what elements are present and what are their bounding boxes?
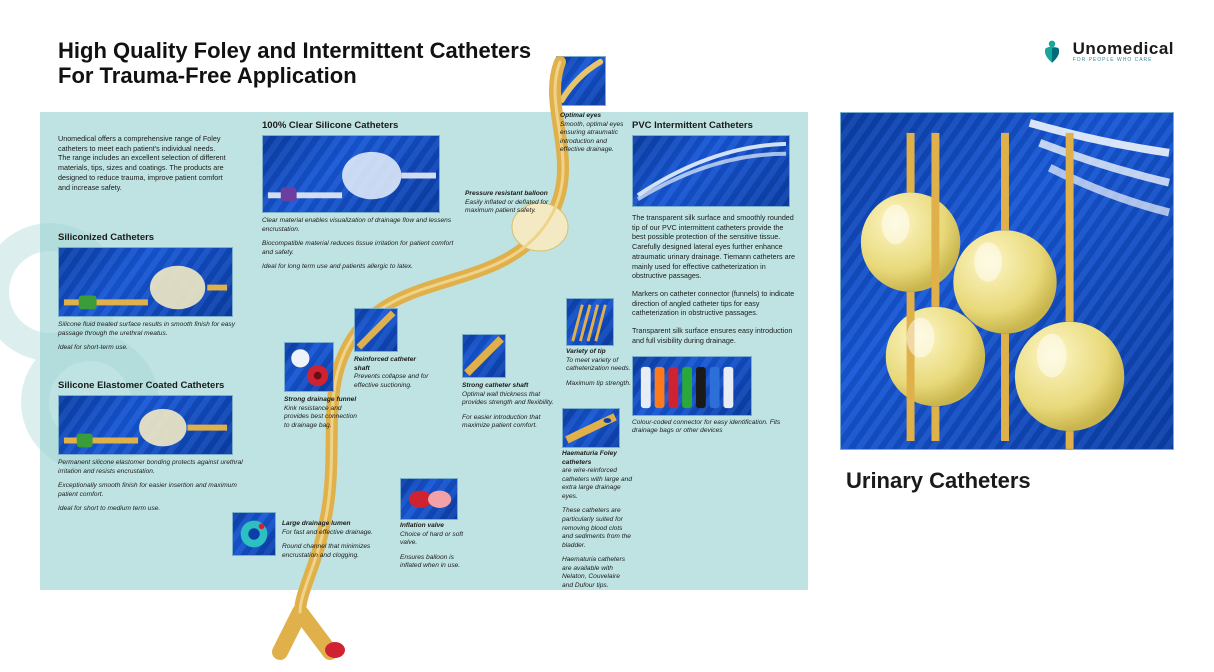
header-row: High Quality Foley and Intermittent Cath… xyxy=(58,38,1174,89)
siliconized-caption-1: Silicone fluid treated surface results i… xyxy=(58,321,248,338)
pressure-balloon-text: Easily inflated or deflated for maximum … xyxy=(465,199,548,215)
right-panel: Urinary Catheters xyxy=(840,112,1174,590)
title-line-1: High Quality Foley and Intermittent Cath… xyxy=(58,38,531,63)
clear-silicone-caption-3: Ideal for long term use and patients all… xyxy=(262,263,462,272)
pvc-connectors-image xyxy=(632,356,752,416)
elastomer-caption-3: Ideal for short to medium term use. xyxy=(58,505,248,514)
pvc-image xyxy=(632,135,790,207)
haematuria-block: Haematuria Foley catheters are wire-rein… xyxy=(562,408,632,590)
siliconized-title: Siliconized Catheters xyxy=(58,232,248,243)
drainage-funnel-block: Strong drainage funnel Kink resistance a… xyxy=(284,342,364,430)
inflation-valve-block: Inflation valve Choice of hard or soft v… xyxy=(400,478,475,571)
strong-shaft-text-2: For easier introduction that maximize pa… xyxy=(462,414,557,431)
strong-shaft-text-1: Optimal wall thickness that provides str… xyxy=(462,391,554,407)
haematuria-text-2: These catheters are particularly suited … xyxy=(562,507,632,550)
inflation-valve-text-1: Choice of hard or soft valve. xyxy=(400,531,463,547)
brand-logo: Unomedical FOR PEOPLE WHO CARE xyxy=(1039,38,1174,64)
elastomer-caption-1: Permanent silicone elastomer bonding pro… xyxy=(58,459,248,476)
clear-silicone-caption-1: Clear material enables visualization of … xyxy=(262,217,462,234)
drainage-funnel-title: Strong drainage funnel xyxy=(284,396,356,403)
pvc-title: PVC Intermittent Catheters xyxy=(632,120,797,131)
clear-silicone-section: 100% Clear Silicone Catheters Clear mate… xyxy=(262,120,462,272)
optimal-eyes-caption: Optimal eyes Smooth, optimal eyes ensuri… xyxy=(560,112,630,155)
main-panel: Unomedical offers a comprehensive range … xyxy=(40,112,808,590)
elastomer-caption-2: Exceptionally smooth finish for easier i… xyxy=(58,482,248,499)
pvc-connector-caption: Colour-coded connector for easy identifi… xyxy=(632,419,782,436)
siliconized-caption-2: Ideal for short-term use. xyxy=(58,344,248,353)
strong-shaft-title: Strong catheter shaft xyxy=(462,382,528,389)
variety-tip-text-1: To meet variety of catheterization needs… xyxy=(566,357,631,373)
haematuria-image xyxy=(562,408,620,448)
pressure-balloon-caption: Pressure resistant balloon Easily inflat… xyxy=(465,190,565,216)
strong-shaft-block: Strong catheter shaft Optimal wall thick… xyxy=(462,334,557,431)
reinforced-shaft-title: Reinforced catheter shaft xyxy=(354,356,416,372)
large-lumen-caption: Large drainage lumen For fast and effect… xyxy=(282,520,382,560)
right-panel-title: Urinary Catheters xyxy=(846,468,1174,494)
pvc-body-1: The transparent silk surface and smoothl… xyxy=(632,213,797,281)
large-lumen-text-1: For fast and effective drainage. xyxy=(282,529,373,536)
haematuria-text-3: Haematuria catheters are available with … xyxy=(562,556,632,590)
urinary-hero-image xyxy=(840,112,1174,450)
haematuria-text-1: are wire-reinforced catheters with large… xyxy=(562,467,632,500)
optimal-eyes-title: Optimal eyes xyxy=(560,112,601,119)
inflation-valve-title: Inflation valve xyxy=(400,522,444,529)
drainage-funnel-text: Kink resistance and provides best connec… xyxy=(284,405,357,429)
siliconized-image xyxy=(58,247,233,317)
elastomer-section: Silicone Elastomer Coated Catheters Perm… xyxy=(58,380,248,514)
clear-silicone-image xyxy=(262,135,440,213)
large-lumen-title: Large drainage lumen xyxy=(282,520,351,527)
large-lumen-block xyxy=(232,512,276,556)
inflation-valve-text-2: Ensures balloon is inflated when in use. xyxy=(400,554,475,571)
variety-tip-title: Variety of tip xyxy=(566,348,606,355)
variety-tip-block: Variety of tip To meet variety of cathet… xyxy=(566,298,634,388)
variety-tip-image xyxy=(566,298,614,346)
drainage-funnel-image xyxy=(284,342,334,392)
variety-tip-text-2: Maximum tip strength. xyxy=(566,380,634,389)
reinforced-shaft-block: Reinforced catheter shaft Prevents colla… xyxy=(354,308,432,390)
optimal-eyes-text: Smooth, optimal eyes ensuring atraumatic… xyxy=(560,121,623,154)
brand-icon xyxy=(1039,38,1065,64)
reinforced-shaft-image xyxy=(354,308,398,352)
haematuria-title: Haematuria Foley catheters xyxy=(562,450,617,466)
reinforced-shaft-text: Prevents collapse and for effective suct… xyxy=(354,373,428,389)
title-line-2: For Trauma-Free Application xyxy=(58,63,531,88)
pvc-body-3: Transparent silk surface ensures easy in… xyxy=(632,326,797,345)
clear-silicone-caption-2: Biocompatible material reduces tissue ir… xyxy=(262,240,462,257)
brand-name: Unomedical xyxy=(1073,39,1174,59)
hero-tip-image xyxy=(556,56,606,106)
page-title: High Quality Foley and Intermittent Cath… xyxy=(58,38,531,89)
elastomer-image xyxy=(58,395,233,455)
large-lumen-image xyxy=(232,512,276,556)
pvc-body-2: Markers on catheter connector (funnels) … xyxy=(632,289,797,318)
siliconized-section: Siliconized Catheters Silicone fluid tre… xyxy=(58,232,248,353)
pressure-balloon-title: Pressure resistant balloon xyxy=(465,190,548,197)
strong-shaft-image xyxy=(462,334,506,378)
clear-silicone-title: 100% Clear Silicone Catheters xyxy=(262,120,462,131)
pvc-section: PVC Intermittent Catheters The transpare… xyxy=(632,120,797,436)
intro-text: Unomedical offers a comprehensive range … xyxy=(58,134,228,192)
elastomer-title: Silicone Elastomer Coated Catheters xyxy=(58,380,248,391)
inflation-valve-image xyxy=(400,478,458,520)
large-lumen-text-2: Round channel that minimizes encrustatio… xyxy=(282,543,382,560)
